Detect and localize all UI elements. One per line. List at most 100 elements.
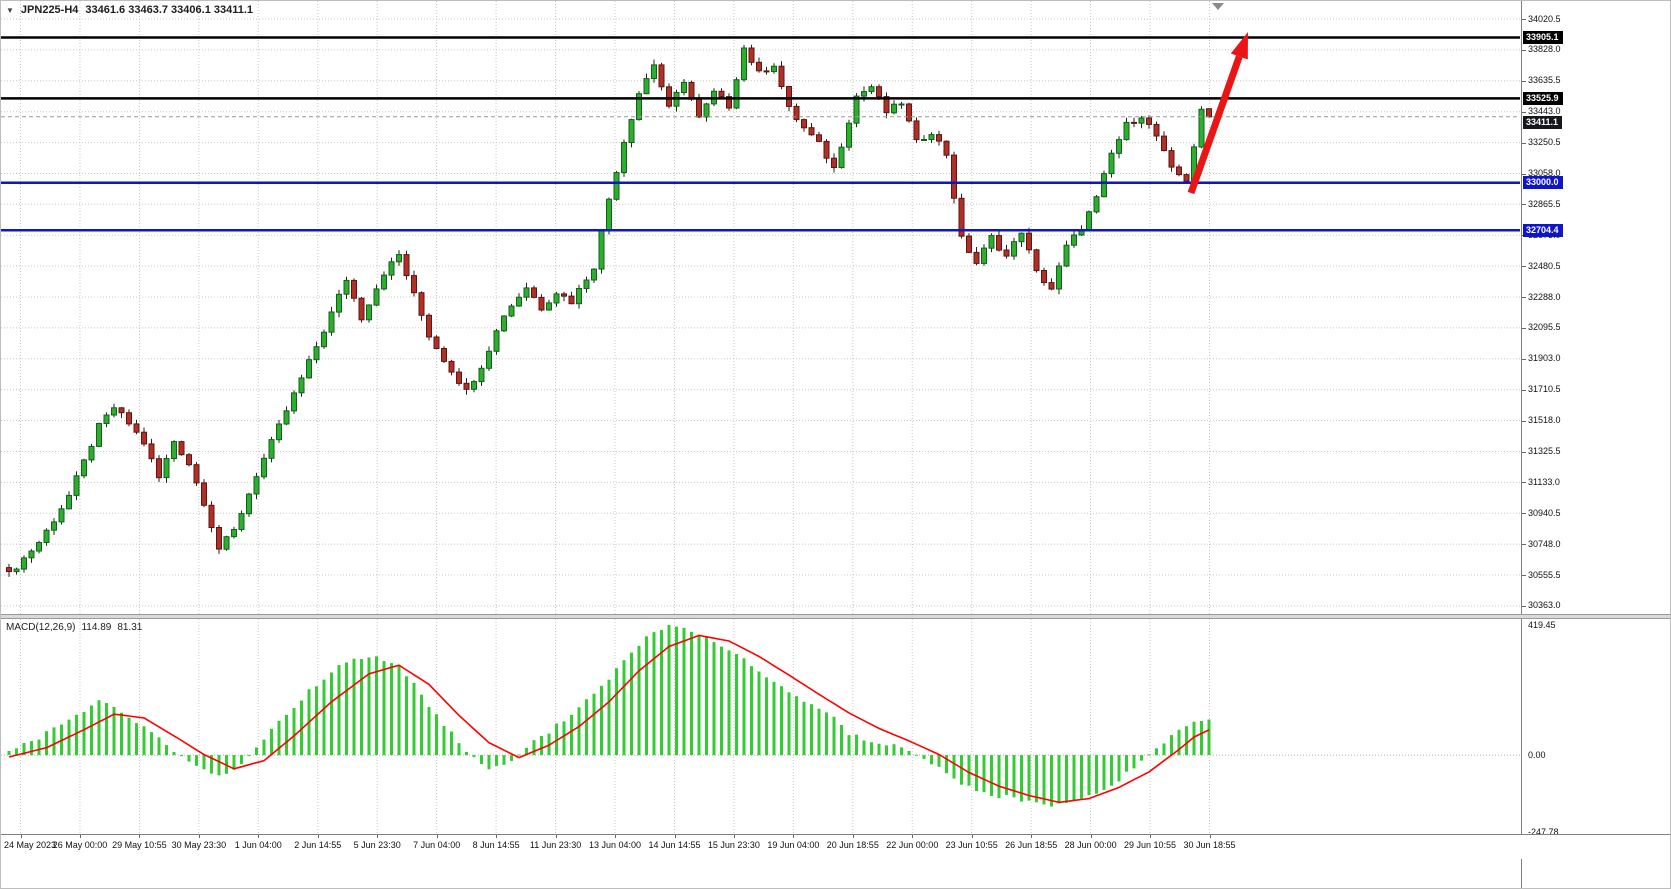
time-tick-mark bbox=[1090, 835, 1092, 838]
price-tick-label: 31133.0 bbox=[1528, 476, 1560, 487]
price-line-badge: 33411.1 bbox=[1523, 116, 1563, 130]
price-tick-label: 30940.5 bbox=[1528, 507, 1561, 518]
time-tick-label: 20 Jun 18:55 bbox=[826, 840, 879, 850]
main-chart-canvas[interactable] bbox=[1, 1, 1520, 614]
price-tick-label: 33443.0 bbox=[1528, 106, 1561, 117]
price-tick-mark bbox=[1522, 327, 1526, 329]
time-tick-mark bbox=[317, 835, 319, 838]
price-line-badge: 33525.9 bbox=[1523, 91, 1563, 105]
trend-arrow bbox=[1187, 55, 1243, 195]
time-tick-label: 30 Jun 18:55 bbox=[1183, 840, 1236, 850]
time-tick-mark bbox=[198, 835, 200, 838]
time-tick-label: 7 Jun 04:00 bbox=[413, 840, 461, 850]
time-tick-mark bbox=[1031, 835, 1033, 838]
time-tick-label: 22 Jun 00:00 bbox=[886, 840, 939, 850]
macd-indicator-canvas[interactable] bbox=[1, 619, 1520, 834]
price-tick-label: 32095.5 bbox=[1528, 322, 1561, 333]
time-tick-mark bbox=[971, 835, 973, 838]
time-tick-mark bbox=[615, 835, 616, 838]
price-tick-mark bbox=[1522, 111, 1526, 113]
time-tick-label: 23 Jun 10:55 bbox=[945, 840, 998, 850]
time-tick-mark bbox=[733, 835, 735, 838]
price-axis[interactable]: 34020.5 33828.0 33635.5 33443.0 33250.5 33058… bbox=[1521, 1, 1670, 888]
price-tick-mark bbox=[1522, 482, 1526, 484]
time-tick-label: 14 Jun 14:55 bbox=[648, 840, 701, 850]
time-tick-label: 2 Jun 14:55 bbox=[294, 840, 342, 850]
price-tick-label: 34020.5 bbox=[1528, 13, 1561, 24]
panel-splitter[interactable] bbox=[1, 614, 1670, 619]
time-tick-mark bbox=[496, 835, 498, 838]
price-tick-mark bbox=[1522, 49, 1526, 51]
macd-main-value: 114.89 bbox=[81, 622, 112, 633]
macd-axis-label: -247.78 bbox=[1528, 826, 1559, 837]
time-tick-mark bbox=[436, 835, 438, 838]
price-tick-mark bbox=[1522, 605, 1526, 607]
time-tick-mark bbox=[258, 835, 260, 838]
price-tick-mark bbox=[1522, 19, 1526, 20]
price-tick-label: 33250.5 bbox=[1528, 137, 1561, 148]
price-tick-mark bbox=[1522, 513, 1526, 515]
time-tick-label: 30 May 23:30 bbox=[171, 840, 227, 850]
macd-signal-line bbox=[8, 634, 1210, 804]
time-tick-label: 13 Jun 04:00 bbox=[588, 840, 642, 850]
price-tick-mark bbox=[1522, 80, 1526, 82]
price-tick-mark bbox=[1522, 204, 1526, 206]
price-tick-mark bbox=[1522, 173, 1526, 175]
time-tick-label: 8 Jun 14:55 bbox=[472, 840, 520, 850]
time-tick-label: 11 Jun 23:30 bbox=[529, 840, 582, 850]
price-tick-label: 30363.0 bbox=[1528, 600, 1561, 611]
time-tick-mark bbox=[555, 835, 557, 838]
time-tick-label: 1 Jun 04:00 bbox=[234, 840, 282, 850]
price-tick-label: 31903.0 bbox=[1528, 353, 1561, 364]
price-tick-mark bbox=[1522, 420, 1526, 422]
time-tick-mark bbox=[80, 835, 81, 838]
price-tick-label: 32288.0 bbox=[1528, 291, 1561, 302]
time-tick-label: 19 Jun 04:00 bbox=[767, 840, 820, 850]
macd-signal-value: 81.31 bbox=[117, 622, 143, 633]
time-tick-label: 29 Jun 10:55 bbox=[1123, 840, 1177, 850]
price-tick-label: 33635.5 bbox=[1528, 75, 1561, 86]
price-tick-mark bbox=[1522, 297, 1526, 298]
price-tick-label: 33828.0 bbox=[1528, 44, 1561, 55]
macd-label: MACD(12,26,9) 114.89 81.31 bbox=[6, 622, 142, 633]
price-tick-mark bbox=[1522, 544, 1526, 546]
price-tick-mark bbox=[1522, 389, 1526, 391]
price-tick-label: 31518.0 bbox=[1528, 415, 1561, 426]
price-tick-label: 30748.0 bbox=[1528, 538, 1561, 549]
time-tick-mark bbox=[912, 835, 914, 838]
price-tick-mark bbox=[1522, 266, 1526, 268]
time-axis[interactable]: 24 May 2023 26 May 00:00 29 May 10:55 30 Ma… bbox=[1, 834, 1670, 859]
price-tick-label: 32480.5 bbox=[1528, 260, 1561, 271]
time-tick-label: 26 May 00:00 bbox=[52, 840, 108, 850]
price-tick-label: 32865.5 bbox=[1528, 198, 1561, 209]
time-tick-label: 29 May 10:55 bbox=[112, 840, 167, 850]
time-tick-mark bbox=[377, 835, 379, 838]
price-tick-mark bbox=[1522, 142, 1526, 144]
time-tick-mark bbox=[852, 835, 854, 838]
price-line-badge: 33000.0 bbox=[1523, 176, 1563, 190]
price-tick-label: 30555.5 bbox=[1528, 569, 1561, 580]
macd-name: MACD(12,26,9) bbox=[6, 622, 76, 633]
symbol-dropdown-icon: ▼ bbox=[6, 5, 14, 15]
time-tick-label: 24 May 2023 bbox=[4, 840, 57, 850]
time-tick-label: 26 Jun 18:55 bbox=[1005, 840, 1058, 850]
time-tick-mark bbox=[793, 835, 795, 838]
time-tick-mark bbox=[1150, 835, 1151, 838]
macd-axis-label: 0.00 bbox=[1528, 749, 1546, 760]
price-tick-label: 31710.5 bbox=[1528, 384, 1561, 395]
price-line-badge: 32704.4 bbox=[1523, 223, 1563, 237]
time-tick-mark bbox=[20, 835, 22, 838]
price-tick-mark bbox=[1522, 575, 1526, 576]
time-tick-label: 5 Jun 23:30 bbox=[353, 840, 401, 850]
time-tick-label: 28 Jun 00:00 bbox=[1064, 840, 1117, 850]
price-tick-mark bbox=[1522, 451, 1526, 453]
chart-shift-marker bbox=[1212, 3, 1224, 10]
time-tick-mark bbox=[139, 835, 141, 838]
symbol-timeframe-label: JPN225-H4 bbox=[20, 4, 79, 16]
ohlc-values: 33461.6 33463.7 33406.1 33411.1 bbox=[85, 4, 254, 16]
time-tick-mark bbox=[1209, 835, 1211, 838]
macd-axis-label: 419.45 bbox=[1528, 619, 1556, 630]
time-tick-mark bbox=[674, 835, 676, 838]
price-tick-mark bbox=[1522, 358, 1526, 360]
